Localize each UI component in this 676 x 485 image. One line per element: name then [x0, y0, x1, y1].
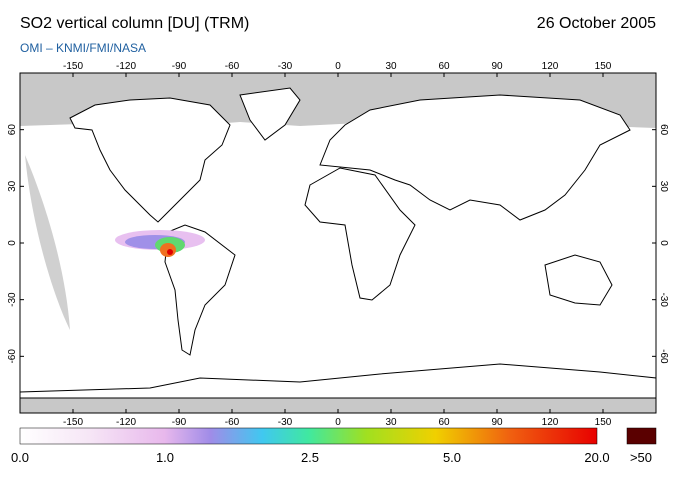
colorbar-label: 5.0 [443, 450, 461, 465]
lon-label-bottom: 120 [542, 417, 559, 428]
lon-label-bottom: 60 [438, 417, 450, 428]
lon-label-top: 0 [335, 61, 341, 72]
colorbar-overflow [626, 427, 657, 445]
lat-label-right: 0 [658, 240, 669, 246]
lat-label-left: 0 [7, 240, 18, 246]
australia [544, 254, 613, 306]
lon-label-top: -30 [278, 61, 293, 72]
lat-label-left: -30 [7, 292, 18, 307]
colorbar-label: 2.5 [301, 450, 319, 465]
lon-label-top: 30 [385, 61, 397, 72]
colorbar-label: >50 [630, 450, 652, 465]
lon-label-bottom: 30 [385, 417, 397, 428]
lon-label-bottom: 90 [491, 417, 503, 428]
colorbar-label: 0.0 [11, 450, 29, 465]
lat-label-right: 30 [658, 181, 669, 193]
eurasia [319, 94, 631, 221]
lat-label-right: -60 [658, 349, 669, 364]
greenland [239, 87, 301, 141]
colorbar-gradient [19, 427, 598, 445]
africa [304, 167, 416, 301]
lon-label-bottom: -150 [63, 417, 83, 428]
lon-label-top: 150 [595, 61, 612, 72]
lon-label-top: 90 [491, 61, 503, 72]
lat-label-right: -30 [658, 292, 669, 307]
title: SO2 vertical column [DU] (TRM) [20, 15, 249, 32]
colorbar-label: 20.0 [584, 450, 609, 465]
colorbar-label: 1.0 [156, 450, 174, 465]
lon-label-top: -150 [63, 61, 83, 72]
lon-label-top: 120 [542, 61, 559, 72]
lon-label-bottom: -30 [278, 417, 293, 428]
plume-core [167, 249, 173, 255]
lon-label-bottom: -90 [172, 417, 187, 428]
lon-label-top: 60 [438, 61, 450, 72]
no-data-swath [25, 155, 70, 330]
lon-label-top: -120 [116, 61, 136, 72]
so2-plume [115, 230, 205, 257]
south-america [164, 224, 236, 356]
lon-label-bottom: -60 [225, 417, 240, 428]
subtitle: OMI – KNMI/FMI/NASA [20, 41, 146, 55]
lat-label-left: -60 [7, 349, 18, 364]
lon-label-bottom: 0 [335, 417, 341, 428]
lon-label-top: -90 [172, 61, 187, 72]
date: 26 October 2005 [537, 15, 656, 32]
lat-label-left: 60 [7, 124, 18, 136]
north-america [69, 97, 231, 223]
lon-label-top: -60 [225, 61, 240, 72]
lon-label-bottom: -120 [116, 417, 136, 428]
lon-label-bottom: 150 [595, 417, 612, 428]
map-area [19, 72, 657, 414]
lat-label-right: 60 [658, 124, 669, 136]
colorbar [19, 427, 657, 445]
lat-label-left: 30 [7, 180, 18, 192]
